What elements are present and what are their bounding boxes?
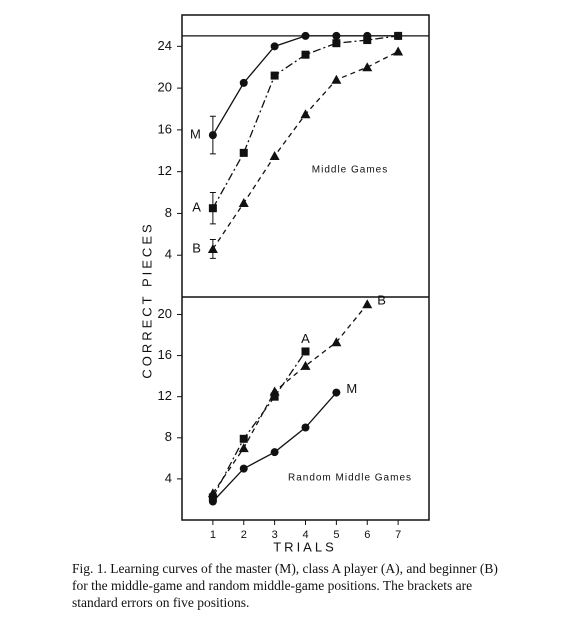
point xyxy=(394,31,403,40)
y-tick-label: 24 xyxy=(158,38,172,53)
point xyxy=(301,347,310,356)
point xyxy=(239,148,248,157)
point xyxy=(300,109,311,119)
point xyxy=(269,386,280,396)
point xyxy=(239,434,248,443)
panel-annotation: Middle Games xyxy=(312,165,388,176)
y-tick-label: 20 xyxy=(158,306,172,321)
point xyxy=(207,488,218,498)
point xyxy=(300,360,311,370)
x-tick-label: 3 xyxy=(272,529,278,541)
y-tick-label: 12 xyxy=(158,388,172,403)
point xyxy=(331,74,342,84)
point xyxy=(270,448,279,457)
panel-annotation: Random Middle Games xyxy=(288,473,412,484)
point xyxy=(270,42,279,51)
point xyxy=(238,198,249,207)
y-tick-label: 16 xyxy=(158,121,172,136)
x-tick-label: 6 xyxy=(364,529,370,541)
series-line xyxy=(212,303,368,494)
point xyxy=(208,493,217,502)
point xyxy=(332,388,341,397)
point xyxy=(301,31,310,40)
point xyxy=(208,204,217,213)
point xyxy=(270,392,279,401)
point xyxy=(270,71,279,80)
point xyxy=(208,131,217,140)
point xyxy=(239,464,248,473)
y-tick-label: 20 xyxy=(158,80,172,95)
y-tick-label: 8 xyxy=(165,429,172,444)
point xyxy=(239,78,248,87)
point xyxy=(363,36,372,45)
point xyxy=(301,423,310,432)
x-tick-label: 2 xyxy=(241,529,247,541)
series-line xyxy=(212,392,337,502)
x-tick-label: 7 xyxy=(395,529,401,541)
series-line xyxy=(212,35,399,209)
y-tick-label: 12 xyxy=(158,163,172,178)
series-label: B xyxy=(377,293,386,308)
point xyxy=(331,337,342,347)
x-tick-label: 4 xyxy=(302,529,308,541)
frame xyxy=(181,14,430,521)
x-tick-label: 1 xyxy=(210,529,216,541)
point xyxy=(362,299,373,309)
y-tick-label: 4 xyxy=(165,470,172,485)
series-label: A xyxy=(301,331,310,346)
series-label: A xyxy=(192,200,201,215)
y-tick-label: 8 xyxy=(165,205,172,220)
point xyxy=(207,243,218,253)
point xyxy=(393,46,404,56)
y-tick-label: 4 xyxy=(165,247,172,262)
point xyxy=(238,443,249,453)
y-axis-label: CORRECT PIECES xyxy=(139,221,154,378)
series-label: M xyxy=(346,381,357,396)
point xyxy=(332,31,341,40)
point xyxy=(269,151,280,160)
y-tick-label: 16 xyxy=(158,347,172,362)
series-label: M xyxy=(190,127,201,142)
series-label: B xyxy=(192,240,201,255)
series-line xyxy=(212,351,307,498)
point xyxy=(332,39,341,48)
x-tick-label: 5 xyxy=(333,529,339,541)
point xyxy=(301,50,310,59)
point xyxy=(362,62,373,72)
x-axis-label: TRIALS xyxy=(273,539,337,554)
caption: Fig. 1. Learning curves of the master (M… xyxy=(72,561,498,610)
